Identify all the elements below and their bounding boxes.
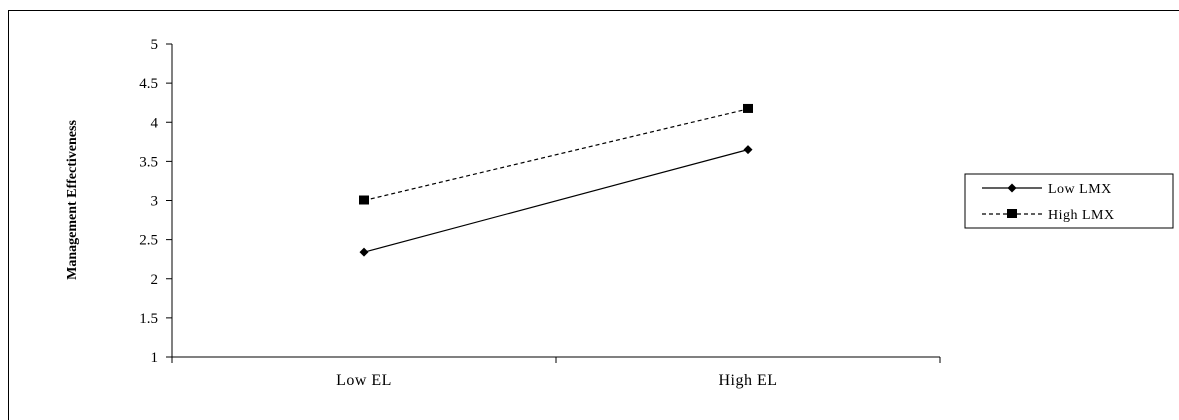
data-point-high-lmx [359, 195, 369, 205]
data-point-low-lmx [359, 247, 369, 257]
data-point-low-lmx [743, 145, 753, 155]
x-category-label: Low EL [336, 372, 392, 389]
y-tick-label: 1 [151, 350, 159, 366]
y-tick-label: 4 [151, 115, 159, 131]
legend-item-low-lmx: Low LMX [982, 182, 1112, 197]
series-high-lmx [359, 103, 753, 205]
series-line-high-lmx [363, 108, 749, 202]
y-tick-label: 5 [151, 37, 159, 53]
y-tick-label: 3.5 [139, 154, 158, 170]
legend-marker-low-lmx [1007, 183, 1017, 193]
series-low-lmx [359, 145, 753, 257]
y-tick-label: 2.5 [139, 233, 158, 249]
y-tick-label: 3 [151, 194, 159, 210]
data-point-high-lmx [743, 103, 753, 113]
x-category-label: High EL [718, 372, 777, 389]
y-tick-label: 4.5 [139, 76, 158, 92]
legend-label-high-lmx: High LMX [1048, 208, 1115, 223]
legend-box [964, 173, 1174, 229]
legend-marker-high-lmx [1007, 209, 1017, 218]
legend: Low LMX High LMX [964, 173, 1174, 229]
y-tick-label: 2 [151, 272, 159, 288]
figure-frame [8, 10, 1179, 420]
legend-item-high-lmx: High LMX [982, 208, 1115, 223]
series-layer [359, 103, 753, 257]
legend-label-low-lmx: Low LMX [1048, 182, 1112, 197]
y-axis-title: Management Effectiveness [65, 120, 80, 280]
y-axis-ticks: 1 1.5 2 2.5 3 3.5 4 4.5 5 [139, 37, 172, 366]
x-axis-ticks: Low EL High EL [171, 357, 941, 389]
y-tick-label: 1.5 [139, 311, 158, 327]
line-chart: 1 1.5 2 2.5 3 3.5 4 4.5 5 Low EL High EL Manageme… [65, 37, 1174, 389]
series-line-low-lmx [363, 149, 749, 253]
